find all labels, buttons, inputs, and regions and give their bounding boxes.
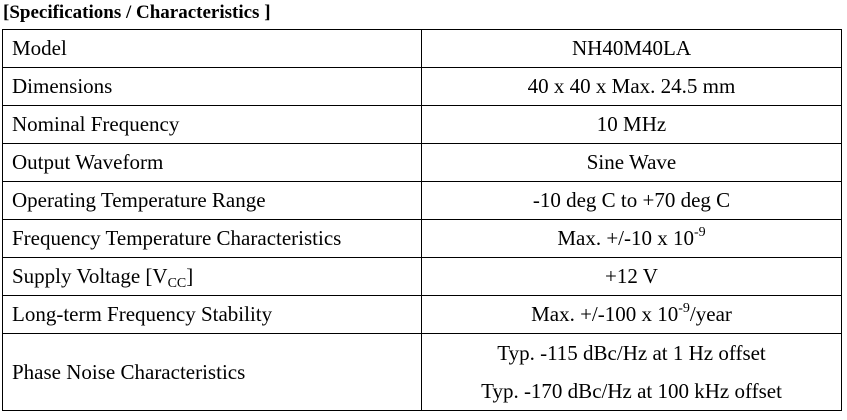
table-row: Long-term Frequency Stability Max. +/-10… (2, 295, 842, 334)
table-row: Nominal Frequency 10 MHz (2, 105, 842, 144)
row-label-dimensions: Dimensions (2, 67, 422, 106)
label-text: Supply Voltage [V (12, 264, 168, 288)
phase-noise-line-1: Typ. -115 dBc/Hz at 1 Hz offset (497, 341, 766, 365)
section-heading: [Specifications / Characteristics ] (3, 2, 271, 23)
row-value-supply-voltage: +12 V (421, 257, 842, 296)
row-value-phase-noise: Typ. -115 dBc/Hz at 1 Hz offset Typ. -17… (421, 333, 842, 411)
row-value-frequency-temperature: Max. +/-10 x 10-9 (421, 219, 842, 258)
row-label-model: Model (2, 29, 422, 68)
row-value-model: NH40M40LA (421, 29, 842, 68)
row-label-frequency-temperature: Frequency Temperature Characteristics (2, 219, 422, 258)
label-subscript: CC (167, 276, 187, 291)
table-row: Model NH40M40LA (2, 29, 842, 68)
table-row: Supply Voltage [VCC] +12 V (2, 257, 842, 296)
row-value-operating-temperature: -10 deg C to +70 deg C (421, 181, 842, 220)
row-label-phase-noise: Phase Noise Characteristics (2, 333, 422, 411)
value-exponent: -9 (678, 301, 690, 316)
row-label-operating-temperature: Operating Temperature Range (2, 181, 422, 220)
value-exponent: -9 (694, 225, 706, 240)
specifications-table: Model NH40M40LA Dimensions 40 x 40 x Max… (2, 29, 842, 411)
value-text-suffix: /year (689, 302, 732, 326)
table-row: Output Waveform Sine Wave (2, 143, 842, 182)
row-label-output-waveform: Output Waveform (2, 143, 422, 182)
table-row: Operating Temperature Range -10 deg C to… (2, 181, 842, 220)
value-text: Max. +/-10 x 10 (557, 226, 694, 250)
row-label-nominal-frequency: Nominal Frequency (2, 105, 422, 144)
row-label-long-term-stability: Long-term Frequency Stability (2, 295, 422, 334)
table-row: Frequency Temperature Characteristics Ma… (2, 219, 842, 258)
table-row: Phase Noise Characteristics Typ. -115 dB… (2, 333, 842, 411)
value-text: Max. +/-100 x 10 (531, 302, 679, 326)
row-value-dimensions: 40 x 40 x Max. 24.5 mm (421, 67, 842, 106)
row-value-long-term-stability: Max. +/-100 x 10-9/year (421, 295, 842, 334)
phase-noise-line-2: Typ. -170 dBc/Hz at 100 kHz offset (481, 379, 782, 403)
row-value-nominal-frequency: 10 MHz (421, 105, 842, 144)
table-row: Dimensions 40 x 40 x Max. 24.5 mm (2, 67, 842, 106)
row-label-supply-voltage: Supply Voltage [VCC] (2, 257, 422, 296)
label-text-suffix: ] (186, 264, 194, 288)
row-value-output-waveform: Sine Wave (421, 143, 842, 182)
